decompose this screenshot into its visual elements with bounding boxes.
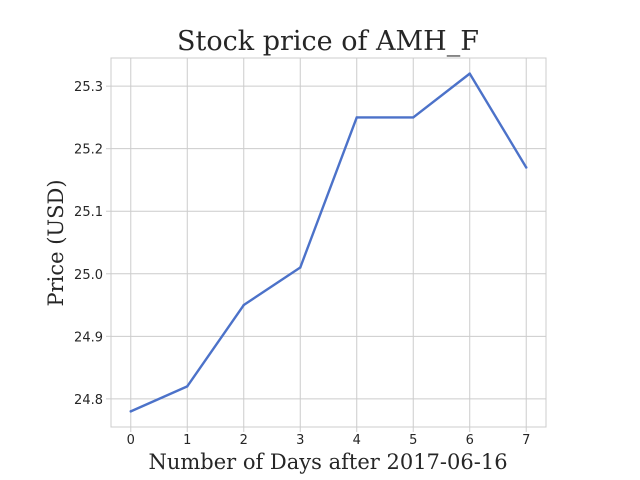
- y-tick-label: 25.3: [74, 80, 103, 95]
- y-tick-label: 24.8: [74, 393, 103, 408]
- x-tick-label: 3: [296, 433, 304, 448]
- x-tick-label: 7: [522, 433, 530, 448]
- series-line: [129, 72, 528, 413]
- data-point: [412, 116, 415, 119]
- data-point: [129, 410, 132, 413]
- data-point: [468, 72, 471, 75]
- gridlines: [111, 58, 546, 427]
- x-tick-label: 4: [353, 433, 361, 448]
- chart-title: Stock price of AMH_F: [177, 26, 479, 57]
- y-tick-label: 25.1: [74, 205, 103, 220]
- series: [129, 72, 528, 413]
- plot-area: [110, 57, 547, 428]
- y-axis-label: Price (USD): [44, 179, 68, 306]
- data-point: [186, 385, 189, 388]
- y-tick-label: 25.0: [74, 268, 103, 283]
- y-tick-label: 25.2: [74, 143, 103, 158]
- data-point: [299, 266, 302, 269]
- ticks: 0 1 2 3 4 5 6 7 24.8 24.9 25.0 25.1 25.2 25.3: [74, 80, 530, 448]
- data-point: [525, 166, 528, 169]
- x-tick-label: 6: [466, 433, 474, 448]
- x-axis-label: Number of Days after 2017-06-16: [148, 450, 507, 474]
- data-point: [355, 116, 358, 119]
- x-tick-label: 2: [240, 433, 248, 448]
- x-tick-label: 0: [127, 433, 135, 448]
- y-tick-label: 24.9: [74, 330, 103, 345]
- x-tick-label: 5: [409, 433, 417, 448]
- x-tick-label: 1: [183, 433, 191, 448]
- data-point: [242, 303, 245, 307]
